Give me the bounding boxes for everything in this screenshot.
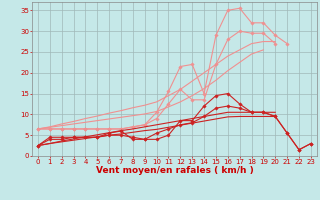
X-axis label: Vent moyen/en rafales ( km/h ): Vent moyen/en rafales ( km/h ) xyxy=(96,166,253,175)
